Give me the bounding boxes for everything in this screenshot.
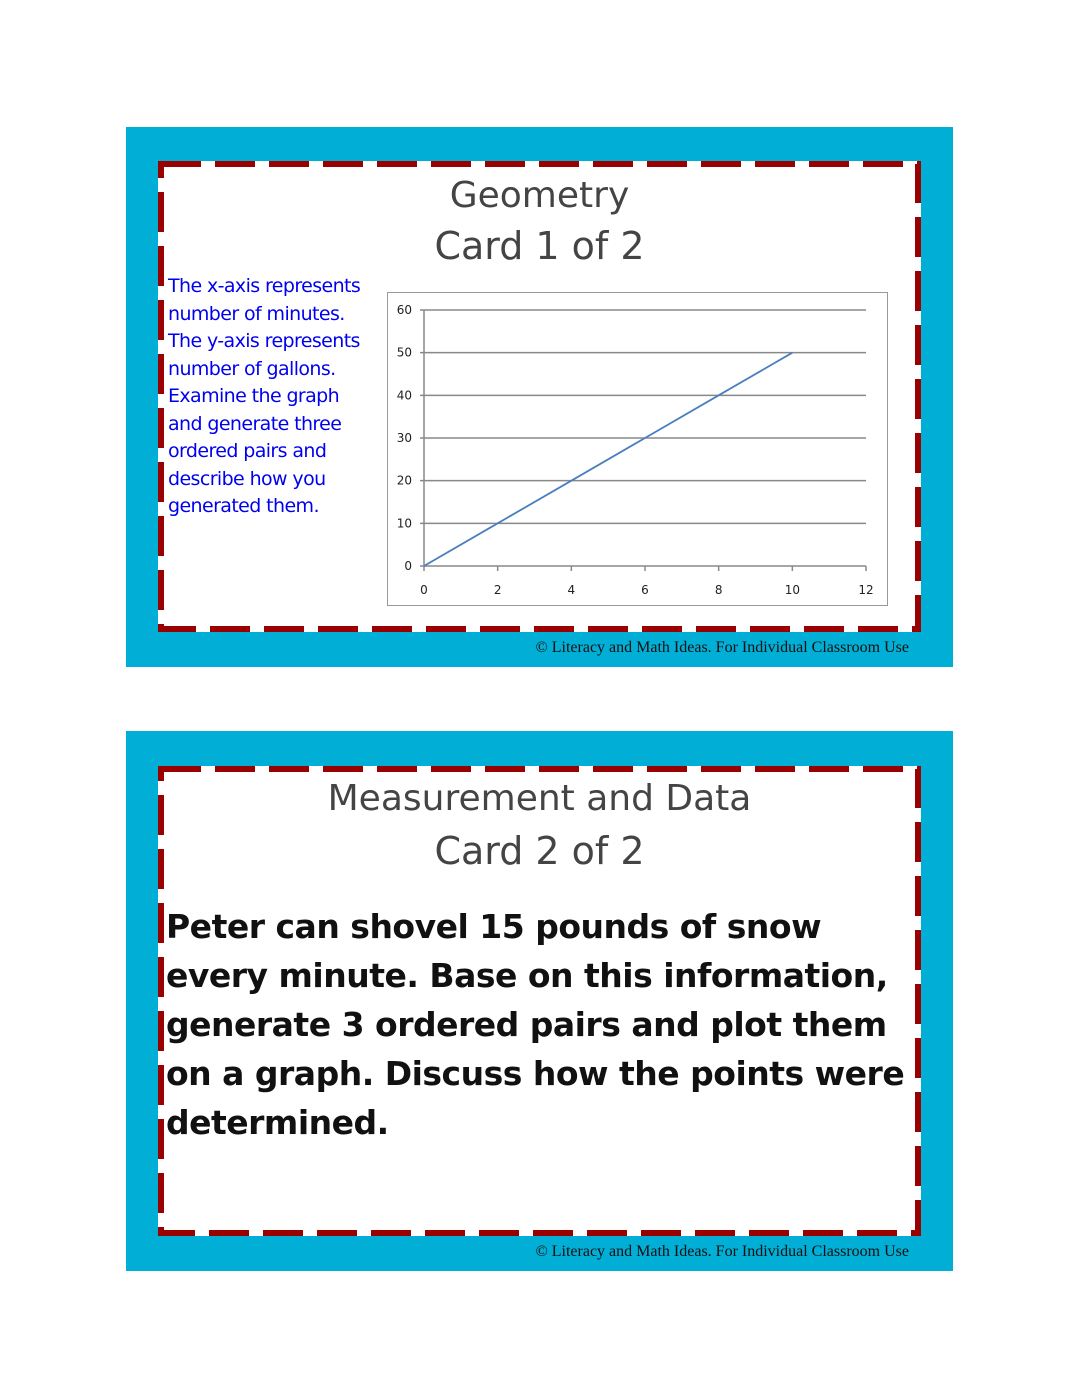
dashed-border [158, 766, 921, 1236]
dashed-border [158, 161, 921, 632]
x-tick-label: 6 [641, 583, 649, 597]
y-tick-label: 40 [397, 388, 412, 402]
x-tick-label: 2 [494, 583, 502, 597]
y-tick-label: 50 [397, 346, 412, 360]
card-2-inner: Measurement and Data Card 2 of 2 Peter c… [158, 766, 921, 1236]
card-title: Measurement and Data [327, 778, 752, 819]
y-tick-label: 30 [397, 431, 412, 445]
line-chart: 0 10 20 30 40 50 60 0 2 4 6 8 10 12 [387, 292, 888, 606]
x-tick-label: 4 [568, 583, 576, 597]
card-prompt: The x-axis represents number of minutes.… [168, 275, 361, 517]
series-line [423, 351, 793, 567]
y-tick-label: 10 [397, 516, 412, 530]
y-tick-label: 0 [404, 559, 412, 573]
card-1-inner: Geometry Card 1 of 2 The x-axis represen… [158, 161, 921, 632]
copyright: © Literacy and Math Ideas. For Individua… [535, 1243, 909, 1260]
copyright: © Literacy and Math Ideas. For Individua… [535, 639, 909, 656]
card-number: Card 1 of 2 [434, 224, 645, 268]
x-tick-label: 10 [785, 583, 800, 597]
card-2: Measurement and Data Card 2 of 2 Peter c… [126, 731, 953, 1271]
card-number: Card 2 of 2 [434, 829, 645, 873]
card-1: Geometry Card 1 of 2 The x-axis represen… [126, 127, 953, 667]
card-prompt: Peter can shovel 15 pounds of snow every… [166, 907, 905, 1142]
x-tick-label: 0 [420, 583, 428, 597]
x-tick-label: 8 [715, 583, 723, 597]
card-title: Geometry [449, 175, 630, 216]
y-tick-label: 60 [397, 303, 412, 317]
y-tick-label: 20 [397, 474, 412, 488]
x-tick-label: 12 [858, 583, 873, 597]
